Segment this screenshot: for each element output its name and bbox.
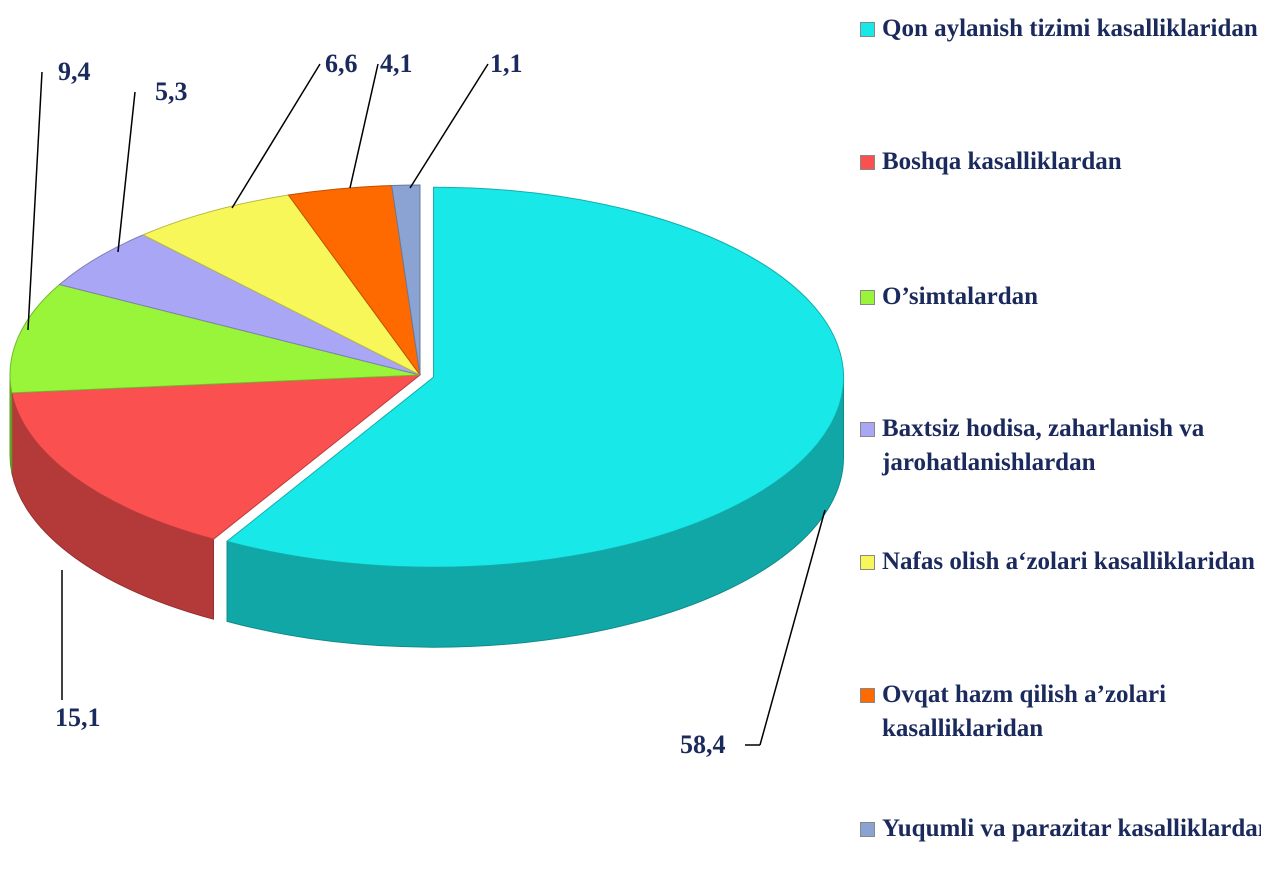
data-label: 1,1 [490,49,523,78]
legend-swatch [860,422,875,437]
leader-line [349,63,379,189]
legend-swatch [860,155,875,170]
legend-label: Qon aylanish tizimi kasalliklaridan [882,15,1258,42]
slice [58,234,421,376]
legend-label: Nafas olish a‘zolari kasalliklaridan [882,548,1255,575]
data-label: 4,1 [380,49,413,78]
legend-swatch [860,555,875,570]
slice [9,283,421,394]
leader-line [27,71,43,331]
slice [141,194,421,376]
leader-line [759,509,826,746]
legend-swatch [860,822,875,837]
legend-entry: O’simtalardan [858,280,1261,314]
legend-entry: Baxtsiz hodisa, zaharlanish va jarohatla… [858,412,1261,480]
data-label: 6,6 [325,49,358,78]
legend-label: Baxtsiz hodisa, zaharlanish va jarohatla… [882,415,1205,476]
legend-swatch [860,290,875,305]
data-label: 58,4 [680,730,726,759]
legend-swatch [860,22,875,37]
legend-entry: Qon aylanish tizimi kasalliklaridan [858,12,1261,46]
leader-line [409,63,489,189]
slice [391,184,421,376]
legend-label: Ovqat hazm qilish a’zolari kasalliklarid… [882,681,1167,742]
chart: 58,4 15,1 9,4 5,3 6,6 4,1 1,1 [9,49,845,759]
legend-entry: Yuqumli va parazitar kasalliklardan [858,812,1261,846]
slice [225,186,844,568]
slice [11,374,422,540]
legend-label: O’simtalardan [882,283,1039,310]
leader-line [117,91,136,253]
legend-swatch [860,688,875,703]
legend-label: Yuqumli va parazitar kasalliklardan [882,815,1261,842]
legend-entry: Nafas olish a‘zolari kasalliklaridan [858,545,1261,579]
legend-entry: Boshqa kasalliklardan [858,145,1261,179]
data-label: 5,3 [155,77,188,106]
leader-line [231,63,321,209]
data-label: 15,1 [55,703,101,732]
legend-label: Boshqa kasalliklardan [882,148,1122,175]
legend-entry: Ovqat hazm qilish a’zolari kasalliklarid… [858,678,1261,746]
data-label: 9,4 [58,57,91,86]
